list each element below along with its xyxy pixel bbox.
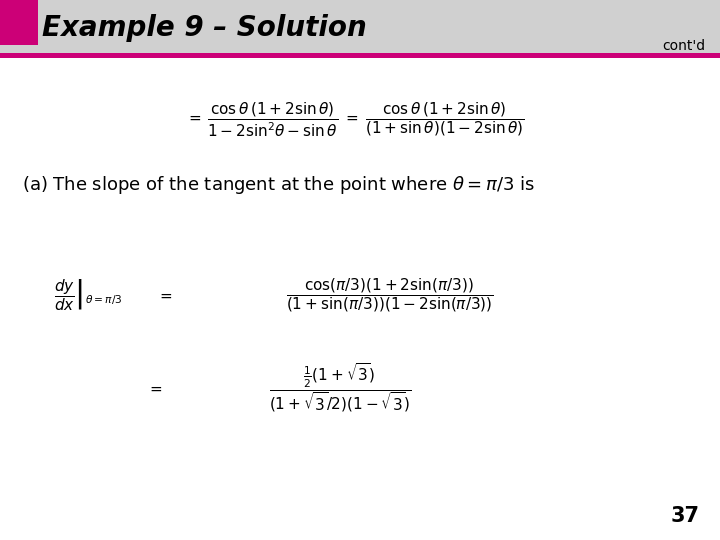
Text: $=$: $=$	[147, 381, 163, 395]
FancyBboxPatch shape	[0, 0, 720, 58]
Text: $=$: $=$	[157, 287, 173, 302]
FancyBboxPatch shape	[0, 0, 38, 45]
Text: Example 9 – Solution: Example 9 – Solution	[42, 14, 366, 42]
Text: $\dfrac{\cos(\pi/3)(1 + 2\sin(\pi/3))}{(1 + \sin(\pi/3))(1 - 2\sin(\pi/3))}$: $\dfrac{\cos(\pi/3)(1 + 2\sin(\pi/3))}{(…	[286, 276, 494, 314]
FancyBboxPatch shape	[0, 53, 720, 58]
Text: $\dfrac{\frac{1}{2}(1 + \sqrt{3})}{(1 + \sqrt{3}/2)(1 - \sqrt{3})}$: $\dfrac{\frac{1}{2}(1 + \sqrt{3})}{(1 + …	[269, 361, 411, 415]
Text: 37: 37	[671, 506, 700, 526]
Text: $\left.\dfrac{dy}{dx}\right|_{\theta=\pi/3}$: $\left.\dfrac{dy}{dx}\right|_{\theta=\pi…	[54, 277, 122, 313]
Text: $=\,\dfrac{\cos\theta\,(1 + 2\sin\theta)}{1 - 2\sin^2\!\theta - \sin\theta}\;=\;: $=\,\dfrac{\cos\theta\,(1 + 2\sin\theta)…	[186, 101, 524, 139]
Text: cont'd: cont'd	[662, 39, 705, 53]
Text: (a) The slope of the tangent at the point where $\theta = \pi/3$ is: (a) The slope of the tangent at the poin…	[22, 174, 535, 196]
